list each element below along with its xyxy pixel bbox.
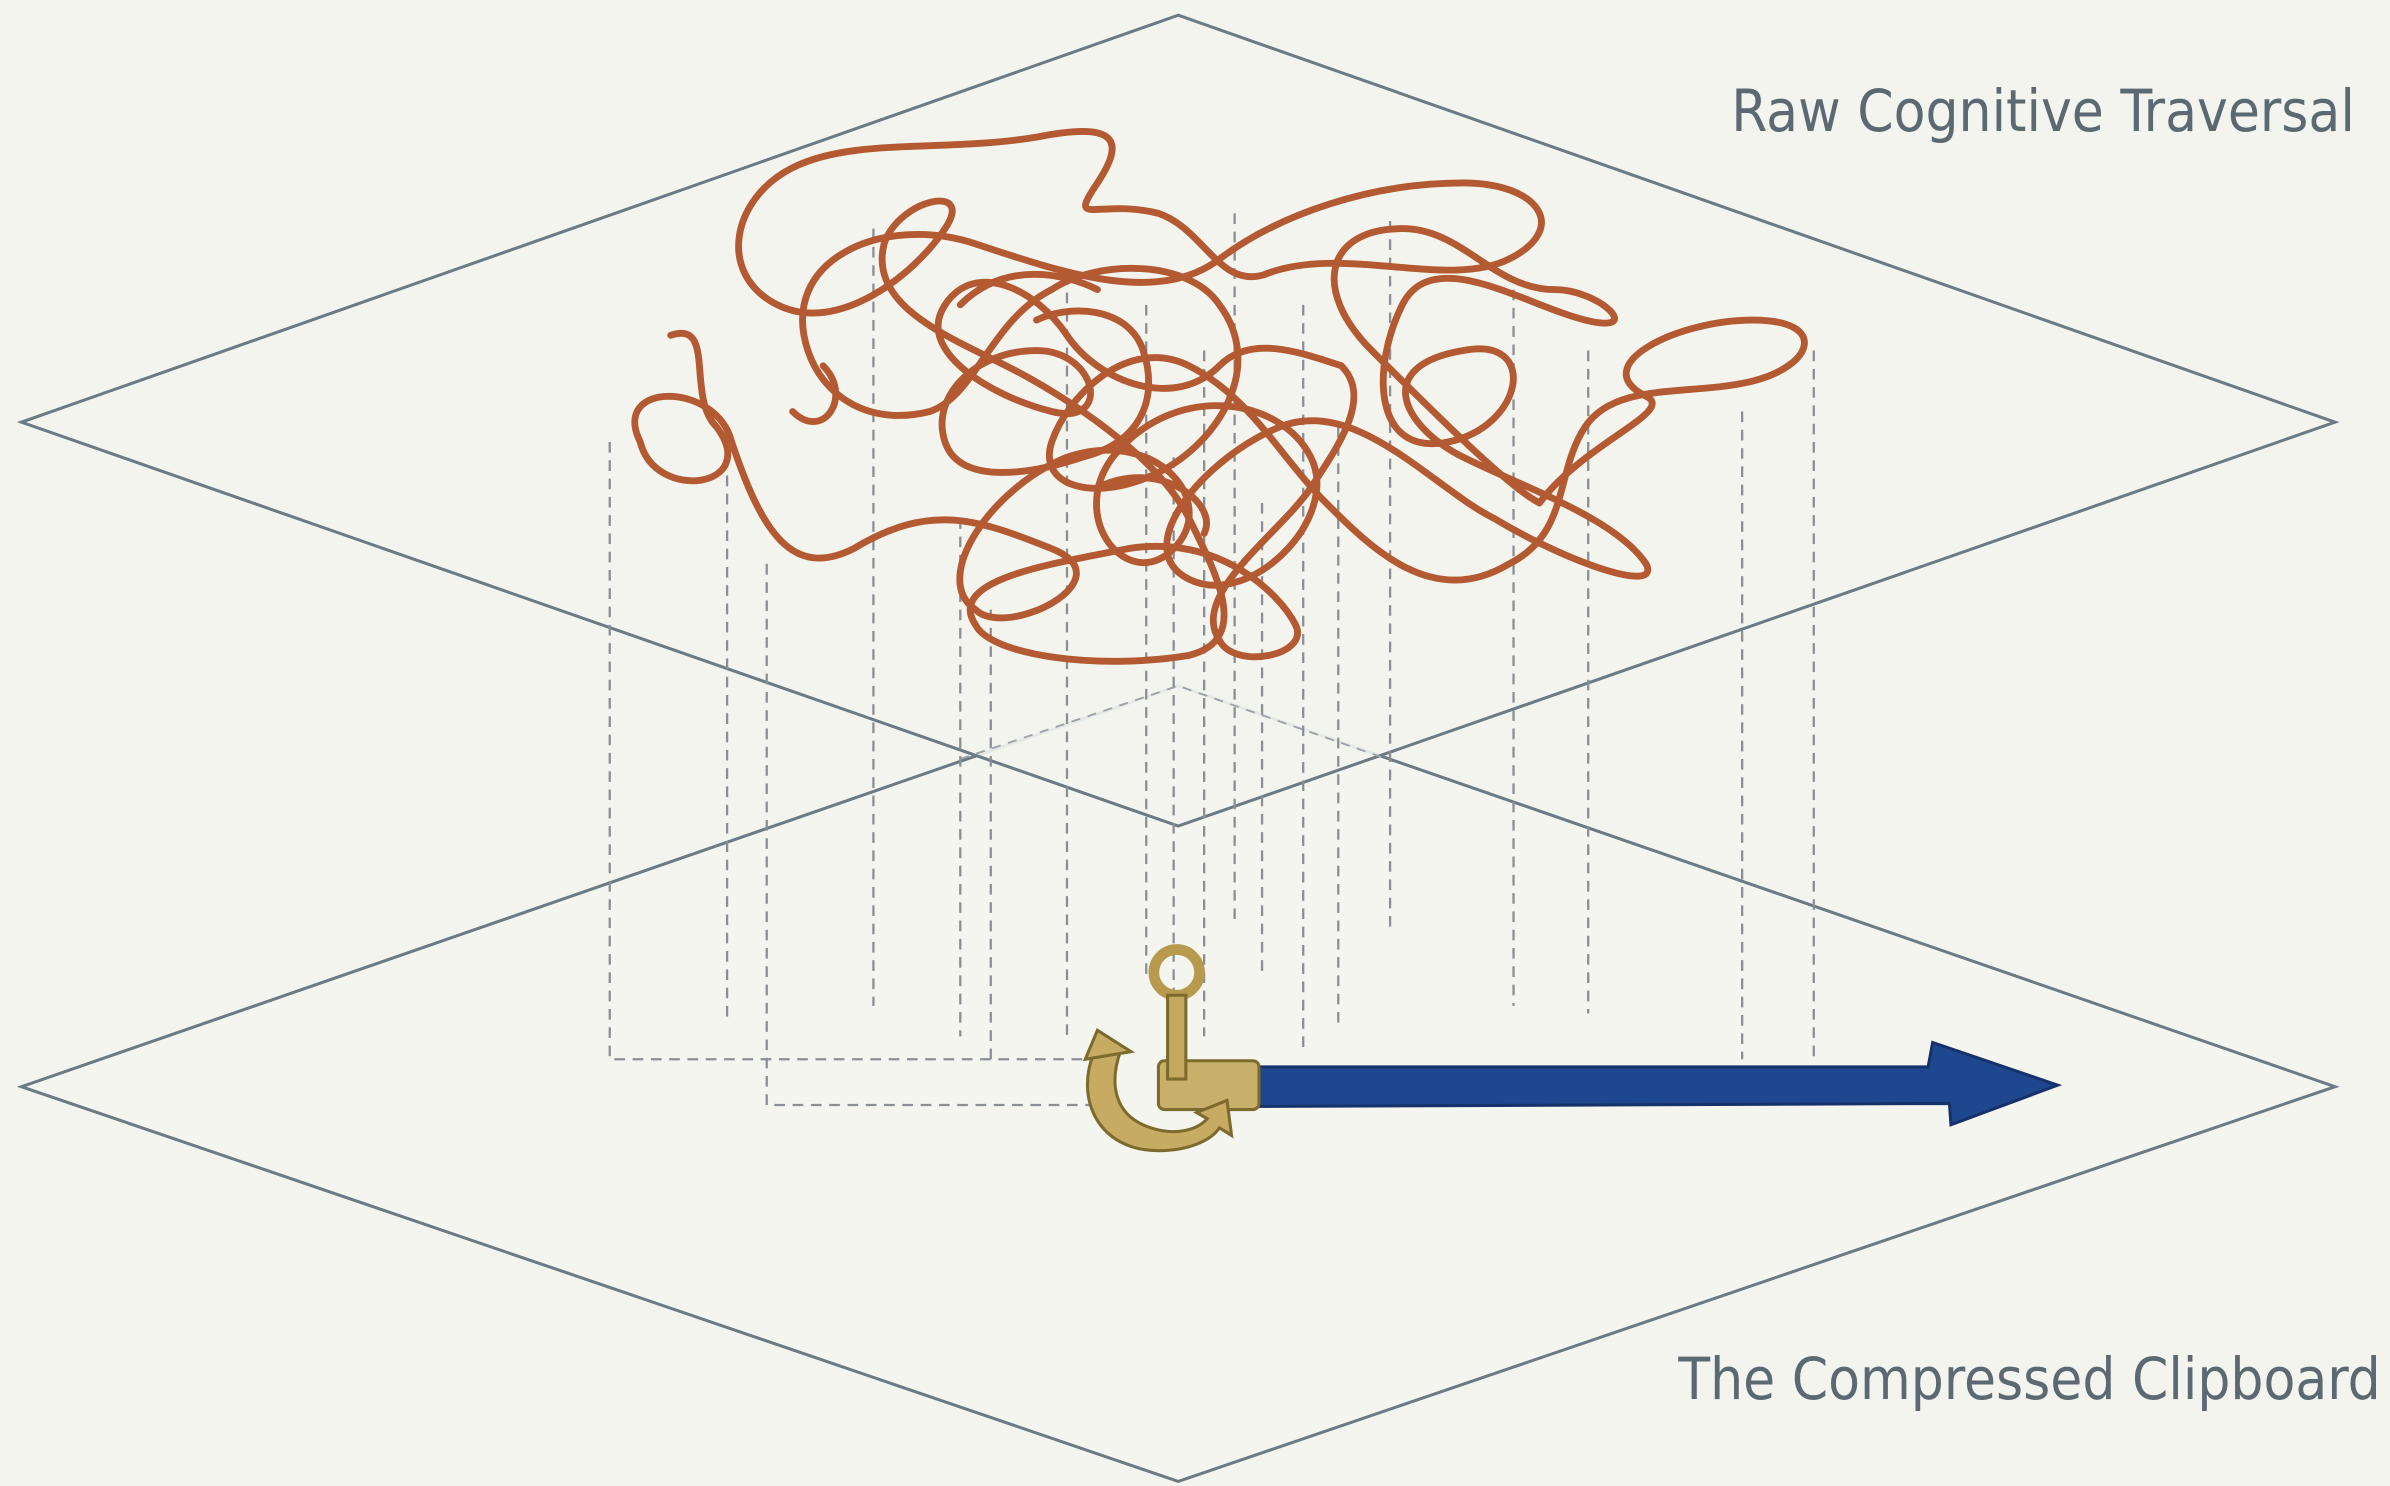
bottom-plane-label: The Compressed Clipboard [1677,1345,2380,1413]
top-plane-label: Raw Cognitive Traversal [1731,77,2355,145]
page: {"labels": {"top_plane": "Raw Cognitive … [0,0,2390,1486]
diagram: Raw Cognitive Traversal The Compressed C… [0,0,2390,1486]
